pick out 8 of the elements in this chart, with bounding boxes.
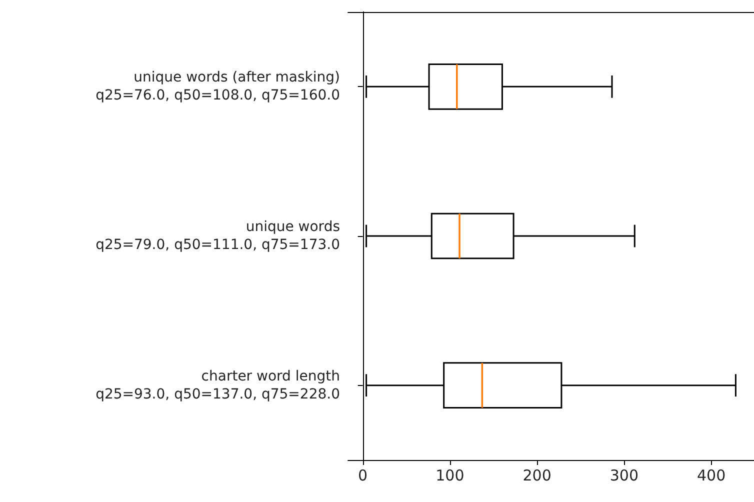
x-tick-label: 300	[610, 466, 639, 484]
y-tick-label: unique words q25=79.0, q50=111.0, q75=173.0	[96, 219, 340, 253]
y-tick-label: unique words (after masking) q25=76.0, q50=108.0, q75=160.0	[96, 70, 340, 104]
y-tick-label: charter word length q25=93.0, q50=137.0, q75=228.0	[96, 368, 340, 402]
x-tick-label: 200	[522, 466, 552, 484]
x-tick-label: 400	[696, 466, 726, 484]
x-tick-label: 0	[358, 466, 368, 484]
x-tick-label: 100	[436, 466, 464, 484]
